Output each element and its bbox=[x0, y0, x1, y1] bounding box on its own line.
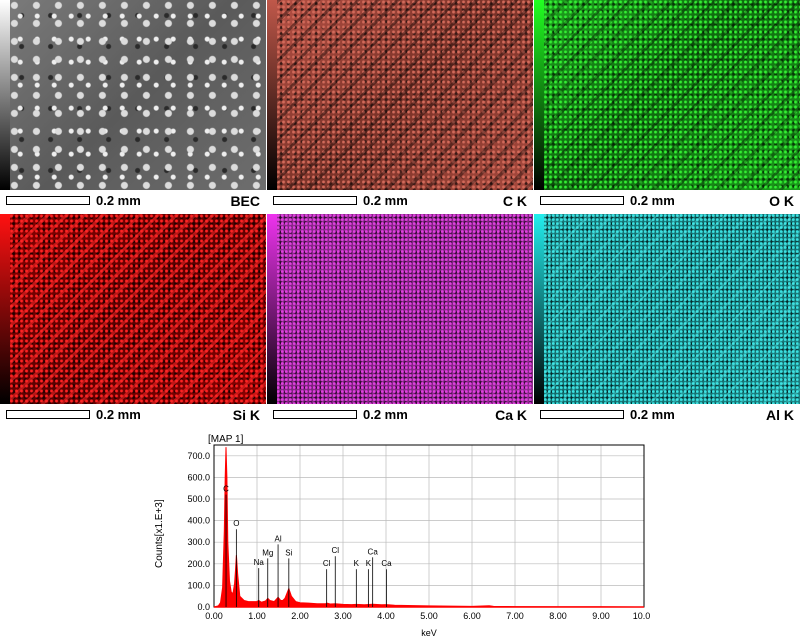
peak-label: Ca bbox=[368, 547, 379, 556]
intensity-bar bbox=[267, 0, 277, 190]
scale-bar bbox=[540, 196, 624, 205]
y-axis-label: Counts[x1.E+3] bbox=[154, 499, 165, 568]
peak-label: K bbox=[366, 559, 372, 568]
grid-lines bbox=[213, 445, 645, 608]
peak-label: Mg bbox=[262, 548, 273, 557]
map-panel-bec: 0.2 mm BEC bbox=[0, 0, 266, 214]
sik-map-image bbox=[0, 214, 266, 404]
x-tick-label: 3.00 bbox=[334, 611, 352, 621]
x-tick-label: 0.00 bbox=[205, 611, 223, 621]
peak-label: Na bbox=[254, 558, 265, 567]
map-label: Si K bbox=[232, 407, 260, 423]
map-label: Ca K bbox=[495, 407, 527, 423]
peak-label: Al bbox=[275, 534, 282, 543]
scale-bar bbox=[6, 196, 90, 205]
intensity-bar bbox=[267, 214, 277, 404]
map-caption: 0.2 mm Al K bbox=[534, 404, 800, 428]
y-tick-label: 0.0 bbox=[197, 602, 210, 612]
map-caption: 0.2 mm Si K bbox=[0, 404, 266, 428]
ok-map-image bbox=[534, 0, 800, 190]
scale-label: 0.2 mm bbox=[96, 193, 141, 208]
y-tick-labels: 0.0 100.0 200.0 300.0 400.0 500.0 600.0 700.0 bbox=[187, 451, 210, 612]
alk-map-image bbox=[534, 214, 800, 404]
x-tick-label: 2.00 bbox=[291, 611, 309, 621]
bec-image bbox=[0, 0, 266, 190]
y-tick-label: 200.0 bbox=[187, 559, 210, 569]
x-axis-label: keV bbox=[421, 628, 437, 638]
map-panel-cak: 0.2 mm Ca K bbox=[267, 214, 533, 428]
x-tick-label: 7.00 bbox=[506, 611, 524, 621]
y-tick-label: 500.0 bbox=[187, 494, 210, 504]
map-panel-ok: 0.2 mm O K bbox=[534, 0, 800, 214]
map-label: O K bbox=[769, 193, 794, 209]
cak-map-image bbox=[267, 214, 533, 404]
scale-bar bbox=[6, 410, 90, 419]
peak-label: C bbox=[223, 485, 229, 494]
scale-label: 0.2 mm bbox=[630, 407, 675, 422]
map-panel-ck: 0.2 mm C K bbox=[267, 0, 533, 214]
chart-title: [MAP 1] bbox=[208, 434, 244, 445]
intensity-bar bbox=[534, 0, 544, 190]
spectrum-series bbox=[213, 447, 645, 608]
map-caption: 0.2 mm C K bbox=[267, 190, 533, 214]
scale-label: 0.2 mm bbox=[363, 407, 408, 422]
x-tick-label: 1.00 bbox=[248, 611, 266, 621]
scale-label: 0.2 mm bbox=[630, 193, 675, 208]
peak-label: Cl bbox=[323, 559, 331, 568]
map-label: Al K bbox=[766, 407, 794, 423]
map-caption: 0.2 mm O K bbox=[534, 190, 800, 214]
x-tick-label: 4.00 bbox=[377, 611, 395, 621]
eds-spectrum-chart: [MAP 1] Counts[x1.E+3] keV 0.0 100.0 200.0… bbox=[154, 434, 650, 638]
y-tick-label: 300.0 bbox=[187, 537, 210, 547]
intensity-bar bbox=[0, 0, 10, 190]
y-tick-label: 600.0 bbox=[187, 472, 210, 482]
peak-label: Cl bbox=[331, 546, 339, 555]
map-panel-alk: 0.2 mm Al K bbox=[534, 214, 800, 428]
map-label: C K bbox=[502, 193, 527, 209]
x-tick-label: 5.00 bbox=[420, 611, 438, 621]
map-caption: 0.2 mm Ca K bbox=[267, 404, 533, 428]
intensity-bar bbox=[0, 214, 10, 404]
x-tick-label: 10.00 bbox=[633, 611, 650, 621]
ck-map-image bbox=[267, 0, 533, 190]
x-tick-label: 6.00 bbox=[463, 611, 481, 621]
map-label: BEC bbox=[230, 193, 260, 209]
peak-label: K bbox=[354, 559, 360, 568]
map-caption: 0.2 mm BEC bbox=[0, 190, 266, 214]
x-tick-labels: 0.00 1.00 2.00 3.00 4.00 5.00 6.00 7.00 8.00 9.00… bbox=[205, 611, 650, 621]
y-tick-label: 700.0 bbox=[187, 451, 210, 461]
peak-label: Si bbox=[285, 548, 292, 557]
scale-label: 0.2 mm bbox=[96, 407, 141, 422]
peak-label: O bbox=[233, 519, 239, 528]
y-tick-label: 400.0 bbox=[187, 516, 210, 526]
scale-bar bbox=[540, 410, 624, 419]
intensity-bar bbox=[534, 214, 544, 404]
scale-bar bbox=[273, 410, 357, 419]
x-tick-label: 8.00 bbox=[549, 611, 567, 621]
map-panel-sik: 0.2 mm Si K bbox=[0, 214, 266, 428]
y-tick-label: 100.0 bbox=[187, 580, 210, 590]
x-tick-label: 9.00 bbox=[592, 611, 610, 621]
scale-bar bbox=[273, 196, 357, 205]
scale-label: 0.2 mm bbox=[363, 193, 408, 208]
peak-label: Ca bbox=[381, 559, 392, 568]
spectrum-line bbox=[213, 447, 645, 608]
